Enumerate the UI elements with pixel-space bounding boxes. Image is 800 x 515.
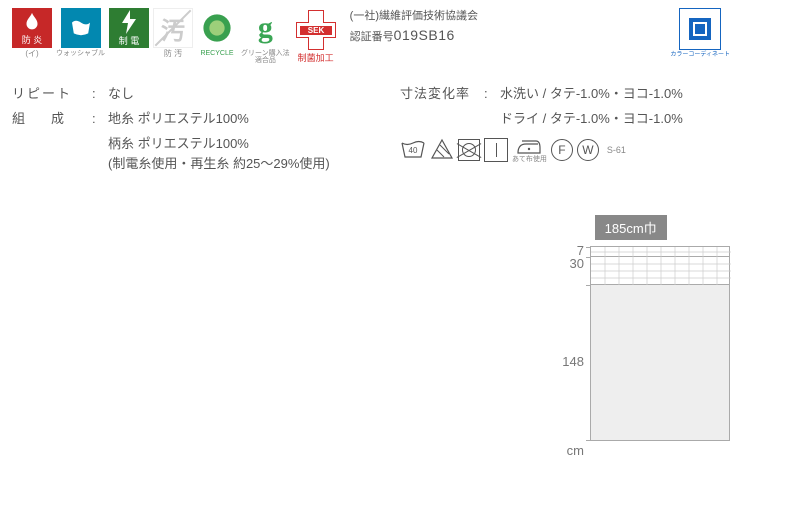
cert-org: (一社)繊維評価技術協議会 — [350, 8, 478, 25]
diagram-rect — [590, 246, 730, 441]
bouen-icon-wrap: 防 炎 (イ) — [12, 8, 52, 58]
diagram-grid-strip — [591, 257, 729, 285]
bouo-icon-wrap: 汚 防 汚 — [153, 8, 193, 58]
care-symbols-row: 40 あて布使用 F W S-61 — [400, 138, 788, 163]
recycle-icon-wrap: RECYCLE — [197, 8, 237, 57]
num-7: 7 — [557, 246, 584, 256]
dim-label: 寸法変化率 — [400, 84, 484, 105]
green-icon: g — [245, 8, 285, 48]
num-30: 30 — [557, 256, 584, 284]
care-tumble-icon — [458, 139, 480, 161]
diagram-top-strip — [591, 247, 729, 257]
color-coord-label: カラーコーディネート — [670, 52, 730, 58]
seiden-icon: 制 電 — [109, 8, 149, 48]
num-148: 148 — [557, 284, 584, 439]
comp-line: 組 成 : 地糸 ポリエステル100% — [12, 109, 384, 130]
cert-text: (一社)繊維評価技術協議会 認証番号019SB16 — [350, 8, 478, 46]
care-f-icon: F — [551, 139, 573, 161]
dim1: 水洗い / タテ-1.0%・ヨコ-1.0% — [500, 84, 788, 105]
svg-text:40: 40 — [409, 146, 418, 155]
bouen-icon: 防 炎 — [12, 8, 52, 48]
width-label: 185cm巾 — [595, 215, 667, 240]
sek-sub: 制菌加工 — [298, 54, 334, 63]
recycle-label: RECYCLE — [200, 50, 233, 57]
sek-icon-wrap: SEK 制菌加工 — [294, 8, 338, 63]
care-code: S-61 — [607, 145, 626, 155]
wash-icon-wrap: ウォッシャブル — [56, 8, 105, 57]
wash-label: ウォッシャブル — [56, 50, 105, 57]
comp1: 地糸 ポリエステル100% — [108, 109, 384, 130]
care-iron-icon — [516, 138, 542, 156]
cert-num-label: 認証番号 — [350, 31, 394, 43]
comp-label: 組 成 — [12, 109, 92, 130]
color-coord-icon — [679, 8, 721, 50]
green-icon-wrap: g グリーン購入法 適合品 — [241, 8, 290, 64]
cm-label: cm — [567, 443, 584, 458]
colon: : — [92, 84, 108, 105]
dim-line2: ドライ / タテ-1.0%・ヨコ-1.0% — [500, 109, 788, 130]
svg-text:SEK: SEK — [307, 26, 324, 35]
wash-icon — [61, 8, 101, 48]
care-iron-note: あて布使用 — [512, 156, 547, 163]
colon: : — [92, 109, 108, 130]
recycle-icon — [197, 8, 237, 48]
care-dry-icon — [484, 138, 508, 162]
repeat-line: リピート : なし — [12, 84, 384, 105]
cert-num: 019SB16 — [394, 27, 455, 43]
care-w-icon: W — [577, 139, 599, 161]
right-specs: 寸法変化率 : 水洗い / タテ-1.0%・ヨコ-1.0% ドライ / タテ-1… — [400, 84, 788, 175]
bouo-icon: 汚 — [153, 8, 193, 48]
care-bleach-icon — [430, 138, 454, 163]
colon: : — [484, 84, 500, 105]
green-label: グリーン購入法 適合品 — [241, 50, 290, 64]
diagram-numbers: 7 30 148 cm — [557, 246, 584, 458]
dim2: ドライ / タテ-1.0%・ヨコ-1.0% — [500, 109, 788, 130]
color-coord-icon-wrap: カラーコーディネート — [670, 8, 730, 58]
repeat-val: なし — [108, 84, 384, 105]
cert-num-row: 認証番号019SB16 — [350, 25, 478, 46]
specs-row: リピート : なし 組 成 : 地糸 ポリエステル100% 柄糸 ポリエステル1… — [12, 84, 788, 175]
seiden-icon-wrap: 制 電 — [109, 8, 149, 48]
repeat-label: リピート — [12, 84, 92, 105]
left-specs: リピート : なし 組 成 : 地糸 ポリエステル100% 柄糸 ポリエステル1… — [12, 84, 384, 175]
fabric-diagram: 185cm巾 7 30 148 cm — [557, 215, 730, 458]
diagram-main-area — [591, 285, 729, 440]
seiden-label: 制 電 — [119, 34, 140, 47]
diagram-body: 7 30 148 cm — [557, 246, 730, 458]
sek-icon: SEK — [294, 8, 338, 52]
comp2: 柄糸 ポリエステル100% — [108, 134, 384, 155]
comp3: (制電糸使用・再生糸 約25〜29%使用) — [108, 154, 384, 175]
bouen-label: 防 炎 — [22, 33, 43, 46]
care-wash-icon: 40 — [400, 139, 426, 161]
bouen-sub: (イ) — [25, 50, 38, 58]
bouo-label: 防 汚 — [164, 50, 182, 58]
dim-line1: 寸法変化率 : 水洗い / タテ-1.0%・ヨコ-1.0% — [400, 84, 788, 105]
care-iron-wrap: あて布使用 — [512, 138, 547, 163]
